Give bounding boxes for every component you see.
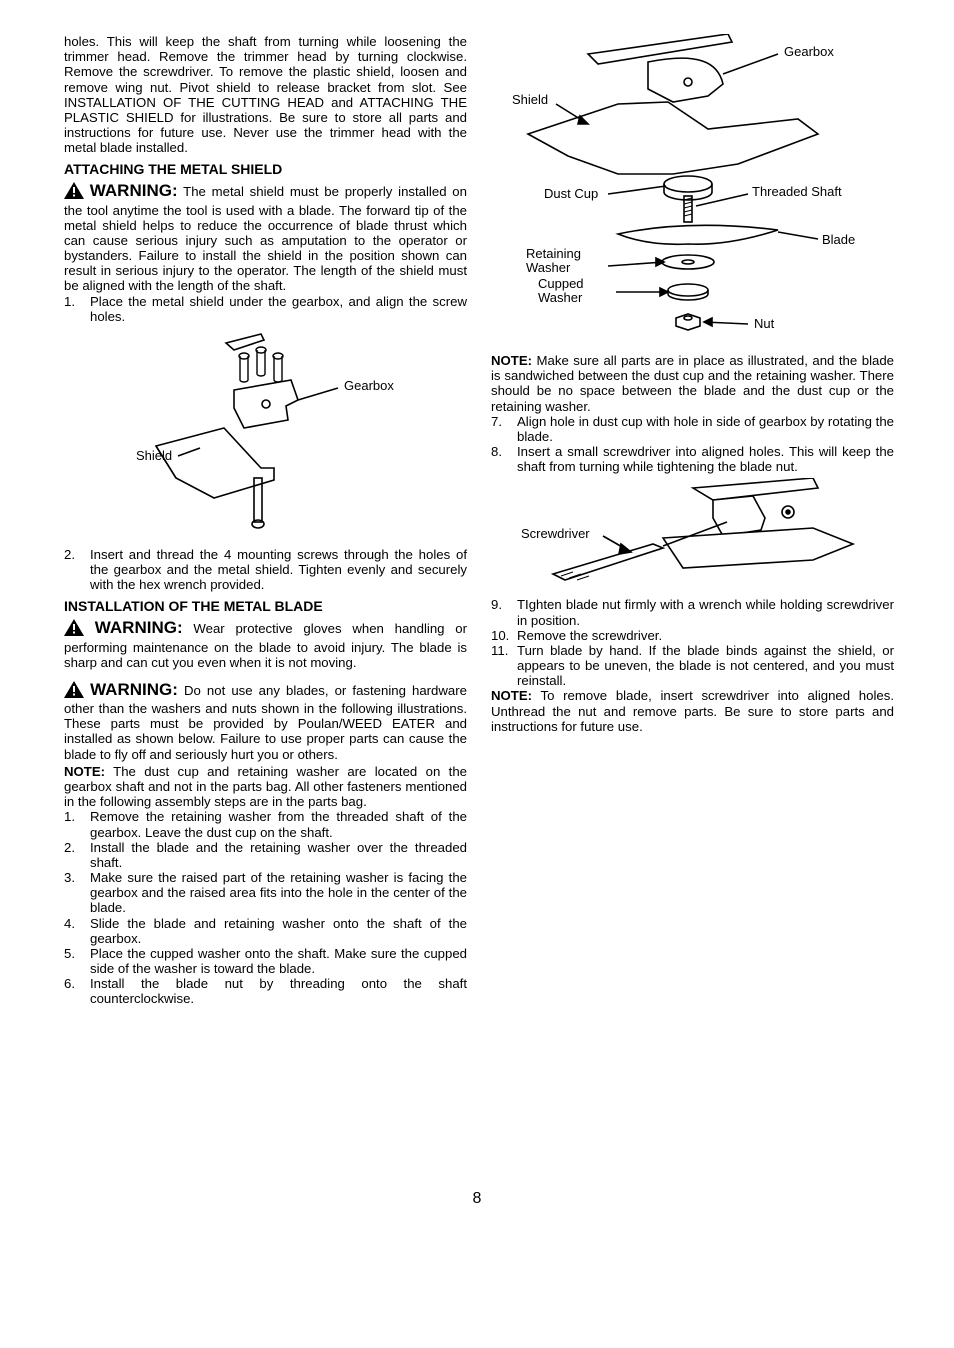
- step: 7.Align hole in dust cup with hole in si…: [491, 414, 894, 444]
- step: 2.Install the blade and the retaining wa…: [64, 840, 467, 870]
- step: 9.TIghten blade nut firmly with a wrench…: [491, 597, 894, 627]
- heading-install-blade: INSTALLATION OF THE METAL BLADE: [64, 598, 467, 614]
- step: 11.Turn blade by hand. If the blade bind…: [491, 643, 894, 689]
- step: 1.Place the metal shield under the gearb…: [64, 294, 467, 324]
- steps-blade-2-6: 2.Install the blade and the retaining wa…: [64, 840, 467, 1007]
- steps-blade-1: 1.Remove the retaining washer from the t…: [64, 809, 467, 839]
- steps-blade-7-8: 7.Align hole in dust cup with hole in si…: [491, 414, 894, 475]
- svg-text:Blade: Blade: [822, 232, 855, 247]
- svg-text:Gearbox: Gearbox: [784, 44, 834, 59]
- warning-label: WARNING:: [90, 680, 178, 699]
- figure-exploded: Gearbox Shield Dust Cup Threaded Shaft B…: [491, 34, 894, 349]
- step: 3.Make sure the raised part of the retai…: [64, 870, 467, 916]
- intro-paragraph: holes. This will keep the shaft from tur…: [64, 34, 467, 155]
- fig-label-shield: Shield: [136, 448, 172, 463]
- warning-3: WARNING: Do not use any blades, or faste…: [64, 680, 467, 762]
- note-3: NOTE: To remove blade, insert screwdrive…: [491, 688, 894, 734]
- steps-blade-9-11: 9.TIghten blade nut firmly with a wrench…: [491, 597, 894, 688]
- warning-label: WARNING:: [95, 618, 183, 637]
- warning-text: The metal shield must be properly instal…: [64, 184, 467, 293]
- svg-text:Cupped: Cupped: [538, 276, 584, 291]
- fig-label-gearbox: Gearbox: [344, 378, 394, 393]
- warning-label: WARNING:: [90, 181, 178, 200]
- steps-attach: 1.Place the metal shield under the gearb…: [64, 294, 467, 324]
- warning-1: WARNING: The metal shield must be proper…: [64, 181, 467, 293]
- step: 8.Insert a small screwdriver into aligne…: [491, 444, 894, 474]
- svg-text:Retaining: Retaining: [526, 246, 581, 261]
- svg-text:Dust Cup: Dust Cup: [544, 186, 598, 201]
- steps-attach-2: 2.Insert and thread the 4 mounting screw…: [64, 547, 467, 593]
- manual-page: holes. This will keep the shaft from tur…: [0, 0, 954, 1348]
- step: 4.Slide the blade and retaining washer o…: [64, 916, 467, 946]
- svg-text:Nut: Nut: [754, 316, 775, 331]
- warning-2: WARNING: Wear protective gloves when han…: [64, 618, 467, 670]
- svg-text:Threaded Shaft: Threaded Shaft: [752, 184, 842, 199]
- svg-text:Washer: Washer: [526, 260, 571, 275]
- figure-shield-gearbox: Gearbox Shield: [64, 328, 467, 543]
- warning-icon: [64, 619, 84, 639]
- step: 2.Insert and thread the 4 mounting screw…: [64, 547, 467, 593]
- warning-icon: [64, 182, 84, 202]
- svg-text:Shield: Shield: [512, 92, 548, 107]
- step: 5.Place the cupped washer onto the shaft…: [64, 946, 467, 976]
- page-number: 8: [0, 1190, 954, 1208]
- figure-screwdriver: Screwdriver: [491, 478, 894, 593]
- heading-attaching-shield: ATTACHING THE METAL SHIELD: [64, 161, 467, 177]
- svg-text:Screwdriver: Screwdriver: [521, 526, 590, 541]
- note-1: NOTE: The dust cup and retaining washer …: [64, 764, 467, 810]
- two-column-layout: holes. This will keep the shaft from tur…: [64, 34, 894, 1134]
- warning-icon: [64, 681, 84, 701]
- svg-text:Washer: Washer: [538, 290, 583, 305]
- note-2: NOTE: Make sure all parts are in place a…: [491, 353, 894, 414]
- step: 1.Remove the retaining washer from the t…: [64, 809, 467, 839]
- step: 10.Remove the screwdriver.: [491, 628, 894, 643]
- step: 6.Install the blade nut by threading ont…: [64, 976, 467, 1006]
